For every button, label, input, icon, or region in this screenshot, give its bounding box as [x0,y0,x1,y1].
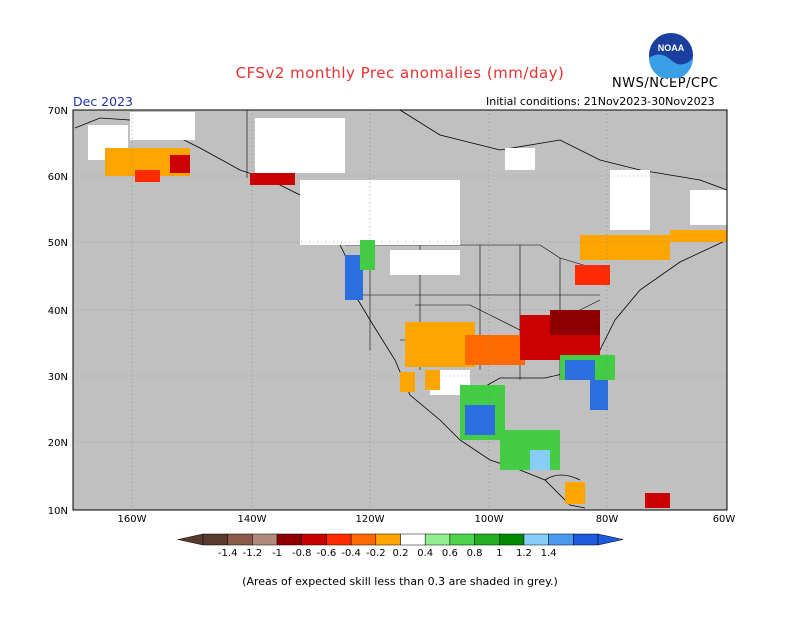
map-frame [72,109,728,511]
colorbar-swatch [400,533,426,546]
colorbar-tick-label: 0.4 [417,548,433,559]
colorbar-tick-label: -1.4 [218,548,238,559]
lon-label: 140W [238,514,267,525]
colorbar-swatch [202,533,228,546]
colorbar: -1.4 -1.2 -1 -0.8 -0.6 -0.4 -0.2 0.2 0.4 0.6 0.8 1 1… [177,533,624,559]
lat-label: 70N [48,106,68,117]
colorbar-swatch [326,533,352,546]
lat-label: 20N [48,438,68,449]
colorbar-tick-label: 1.4 [541,548,557,559]
colorbar-tick-label: -1 [272,548,282,559]
lon-label: 100W [475,514,504,525]
noaa-logo-text: NOAA [658,43,685,53]
colorbar-tick-label: -0.6 [317,548,337,559]
colorbar-tick-label: 0.2 [393,548,409,559]
colorbar-swatch [474,533,500,546]
colorbar-tick-label: 1.2 [516,548,532,559]
colorbar-swatch [548,533,574,546]
colorbar-tick-label: 1 [496,548,502,559]
colorbar-arrow-right [597,533,624,546]
lat-lon-gridlines [73,110,727,510]
colorbar-tick-label: -0.4 [341,548,361,559]
colorbar-swatch [252,533,278,546]
map-title: CFSv2 monthly Prec anomalies (mm/day) [235,64,565,82]
colorbar-swatch [276,533,302,546]
lat-label: 50N [48,238,68,249]
lon-label: 120W [356,514,385,525]
lat-label: 30N [48,372,68,383]
colorbar-arrow-left [177,533,204,546]
lat-label: 10N [48,506,68,517]
dry-anomalies [105,148,727,508]
colorbar-swatch [424,533,451,546]
forecast-month: Dec 2023 [73,94,133,109]
colorbar-tick-label: -1.2 [243,548,263,559]
colorbar-swatch [227,533,253,546]
colorbar-swatch [301,533,327,546]
colorbar-swatch [449,533,475,546]
colorbar-swatch [523,533,549,546]
lon-label: 80W [596,514,619,525]
colorbar-swatch [350,533,377,546]
noaa-logo: NOAA [649,33,693,78]
organization-label: NWS/NCEP/CPC [612,76,719,91]
colorbar-tick-label: 0.6 [442,548,458,559]
colorbar-tick-label: -0.8 [292,548,312,559]
lon-label: 60W [713,514,736,525]
colorbar-swatch [573,533,599,546]
colorbar-tick-label: -0.2 [366,548,386,559]
lat-label: 60N [48,172,68,183]
lat-label: 40N [48,306,68,317]
colorbar-swatch [375,533,401,546]
colorbar-swatch [499,533,525,546]
skill-footnote: (Areas of expected skill less than 0.3 a… [242,575,558,588]
lon-label: 160W [118,514,147,525]
initial-conditions: Initial conditions: 21Nov2023-30Nov2023 [486,95,715,108]
no-signal-areas [88,112,727,395]
colorbar-tick-label: 0.8 [467,548,483,559]
